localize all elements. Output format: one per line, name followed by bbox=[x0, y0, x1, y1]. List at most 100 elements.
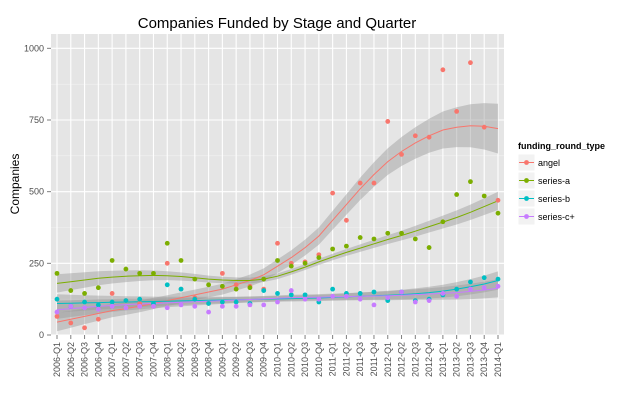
data-point-series-a bbox=[426, 245, 432, 250]
data-point-series-c+ bbox=[233, 303, 239, 309]
data-point-series-b bbox=[357, 291, 363, 296]
data-point-series-b bbox=[95, 302, 101, 308]
data-point-series-a bbox=[68, 288, 74, 293]
data-point-series-c+ bbox=[68, 303, 74, 309]
data-point-series-c+ bbox=[440, 291, 446, 296]
x-tick-label: 2009-Q4 bbox=[259, 342, 269, 377]
data-point-angel bbox=[109, 291, 115, 296]
data-point-angel bbox=[481, 124, 487, 130]
confidence-band-angel bbox=[57, 103, 498, 332]
data-point-series-a bbox=[481, 193, 487, 199]
x-tick-label: 2007-Q4 bbox=[148, 342, 158, 377]
x-tick-label: 2012-Q3 bbox=[410, 342, 420, 377]
data-point-series-a bbox=[95, 285, 101, 291]
data-point-series-a bbox=[495, 210, 501, 216]
data-point-series-b bbox=[123, 298, 129, 303]
data-point-series-a bbox=[454, 192, 460, 197]
data-point-angel bbox=[454, 109, 460, 114]
data-point-series-a bbox=[468, 179, 473, 185]
legend: funding_round_type angel series-a series-b… bbox=[517, 141, 605, 226]
data-point-series-c+ bbox=[412, 299, 418, 305]
data-point-series-c+ bbox=[316, 296, 322, 302]
data-point-series-b bbox=[206, 301, 211, 306]
data-point-series-c+ bbox=[495, 283, 501, 289]
data-point-series-c+ bbox=[426, 298, 432, 303]
x-tick-label: 2013-Q4 bbox=[479, 342, 489, 377]
data-point-series-b bbox=[275, 291, 280, 296]
trend-line-series-a bbox=[56, 200, 499, 284]
data-point-series-b bbox=[54, 296, 60, 302]
x-tick-label: 2007-Q3 bbox=[135, 342, 145, 377]
x-tick-label: 2008-Q1 bbox=[162, 342, 172, 377]
x-tick-label: 2006-Q1 bbox=[52, 342, 62, 377]
y-tick-label: 1000 bbox=[24, 43, 44, 53]
data-point-angel bbox=[385, 119, 391, 124]
x-tick-label: 2008-Q4 bbox=[204, 342, 214, 377]
gridlines bbox=[51, 34, 504, 336]
data-point-series-a bbox=[302, 260, 308, 266]
data-points bbox=[54, 60, 501, 331]
x-tick-label: 2013-Q1 bbox=[438, 342, 448, 377]
x-tick-label: 2011-Q3 bbox=[355, 342, 365, 376]
trend-line-series-c+ bbox=[56, 287, 499, 311]
data-point-series-c+ bbox=[344, 293, 349, 299]
legend-key-point bbox=[524, 178, 529, 183]
y-axis: 0 250 500 750 1000 bbox=[24, 43, 51, 340]
data-point-series-c+ bbox=[454, 293, 460, 299]
data-point-series-c+ bbox=[54, 309, 60, 315]
data-point-series-b bbox=[288, 292, 294, 298]
data-point-series-b bbox=[164, 282, 170, 288]
data-point-series-a bbox=[344, 243, 349, 249]
data-point-angel bbox=[330, 190, 336, 196]
data-point-series-c+ bbox=[275, 299, 280, 305]
data-point-series-c+ bbox=[385, 295, 391, 301]
data-point-series-c+ bbox=[82, 305, 87, 311]
x-tick-label: 2013-Q3 bbox=[465, 342, 475, 377]
legend-key-point bbox=[524, 160, 529, 165]
data-point-series-a bbox=[371, 236, 377, 242]
legend-label-angel: angel bbox=[538, 158, 560, 168]
data-point-series-b bbox=[219, 299, 225, 305]
data-point-angel bbox=[440, 67, 446, 73]
x-tick-label: 2012-Q2 bbox=[397, 342, 407, 377]
data-point-series-a bbox=[412, 236, 418, 242]
data-point-series-a bbox=[137, 270, 143, 276]
y-tick-label: 250 bbox=[29, 258, 44, 268]
data-point-series-b bbox=[261, 288, 267, 293]
data-point-series-b bbox=[481, 275, 487, 281]
data-point-series-a bbox=[123, 266, 129, 272]
data-point-series-c+ bbox=[219, 303, 225, 309]
data-point-series-c+ bbox=[164, 305, 170, 311]
data-point-series-a bbox=[357, 235, 363, 240]
x-axis: 2006-Q1 2006-Q2 2006-Q3 2006-Q4 2007-Q1 2007-… bbox=[52, 335, 503, 377]
x-tick-label: 2007-Q1 bbox=[107, 342, 117, 377]
trend-line-series-b bbox=[56, 280, 499, 304]
data-point-series-b bbox=[454, 286, 460, 292]
data-point-series-c+ bbox=[109, 303, 115, 309]
data-point-series-a bbox=[440, 219, 446, 225]
data-point-series-a bbox=[288, 263, 294, 269]
legend-label-series-b: series-b bbox=[538, 194, 570, 204]
chart-title: Companies Funded by Stage and Quarter bbox=[138, 15, 417, 32]
data-point-angel bbox=[426, 134, 432, 140]
data-point-series-c+ bbox=[206, 309, 211, 315]
x-tick-label: 2008-Q2 bbox=[176, 342, 186, 377]
x-tick-label: 2011-Q4 bbox=[369, 342, 379, 376]
data-point-series-a bbox=[219, 283, 225, 289]
data-point-series-a bbox=[206, 282, 211, 288]
data-point-angel bbox=[275, 240, 280, 246]
data-point-series-a bbox=[178, 258, 184, 263]
legend-title: funding_round_type bbox=[518, 141, 605, 151]
x-tick-label: 2006-Q3 bbox=[80, 342, 90, 377]
x-tick-label: 2011-Q2 bbox=[341, 342, 351, 376]
data-point-series-c+ bbox=[151, 303, 156, 309]
y-tick-label: 500 bbox=[29, 187, 44, 197]
data-point-series-b bbox=[302, 292, 308, 298]
data-point-series-a bbox=[109, 258, 115, 263]
data-point-series-a bbox=[275, 258, 280, 263]
x-tick-label: 2010-Q4 bbox=[314, 342, 324, 377]
data-point-series-a bbox=[233, 286, 239, 292]
data-point-series-c+ bbox=[261, 302, 267, 308]
data-point-series-b bbox=[233, 299, 239, 305]
x-tick-label: 2009-Q2 bbox=[231, 342, 241, 377]
